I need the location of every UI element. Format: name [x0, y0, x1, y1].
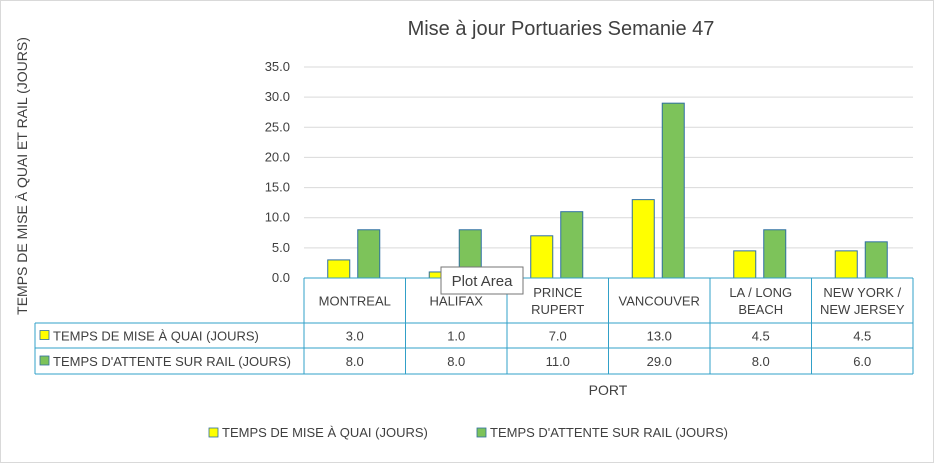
table-cell-value: 13.0 — [647, 329, 672, 344]
y-tick-label: 15.0 — [265, 180, 290, 195]
table-series-name: TEMPS D'ATTENTE SUR RAIL (JOURS) — [53, 354, 291, 369]
table-cell-value: 8.0 — [346, 354, 364, 369]
legend-key — [476, 427, 487, 438]
table-cell-value: 8.0 — [447, 354, 465, 369]
category-label: HALIFAX — [430, 294, 484, 309]
table-cell-value: 1.0 — [447, 329, 465, 344]
category-label: PRINCE — [533, 285, 582, 300]
bar-rail[interactable] — [763, 229, 787, 279]
chart-title: Mise à jour Portuaries Semanie 47 — [408, 18, 715, 40]
y-tick-label: 25.0 — [265, 119, 290, 134]
bar-rail[interactable] — [661, 102, 685, 279]
data-table: MONTREAL HALIFAX PRINCE RUPERT VANCOUVER LA /… — [34, 277, 914, 375]
table-cell-value: 3.0 — [346, 329, 364, 344]
tooltip-text: Plot Area — [452, 273, 514, 290]
y-tick-label: 35.0 — [265, 59, 290, 74]
y-tick-label: 5.0 — [272, 240, 290, 255]
bar-quai[interactable] — [530, 235, 554, 279]
bar-rail[interactable] — [864, 241, 888, 279]
category-label: NEW YORK / — [823, 285, 901, 300]
table-legend-key — [39, 330, 50, 340]
legend-key — [208, 427, 219, 438]
table-cell-value: 6.0 — [853, 354, 871, 369]
legend[interactable]: TEMPS DE MISE À QUAI (JOURS) TEMPS D'ATTE… — [208, 425, 728, 440]
table-legend-key — [39, 355, 50, 366]
category-label: MONTREAL — [319, 294, 391, 309]
y-tick-label: 20.0 — [265, 149, 290, 164]
table-cell-value: 7.0 — [549, 329, 567, 344]
category-label: VANCOUVER — [619, 294, 700, 309]
y-axis-tick-labels: 0.0 5.0 10.0 15.0 20.0 25.0 30.0 35.0 — [265, 59, 290, 285]
table-cell-value: 8.0 — [752, 354, 770, 369]
bars[interactable] — [327, 102, 888, 279]
category-label: LA / LONG — [729, 285, 792, 300]
category-label: NEW JERSEY — [820, 302, 905, 317]
bar-quai[interactable] — [631, 199, 655, 279]
category-label: BEACH — [738, 302, 783, 317]
legend-entry[interactable]: TEMPS D'ATTENTE SUR RAIL (JOURS) — [490, 425, 728, 440]
bar-rail[interactable] — [560, 211, 584, 279]
table-cell-value: 4.5 — [752, 329, 770, 344]
category-label: RUPERT — [531, 302, 584, 317]
y-axis-title: TEMPS DE MISE À QUAI ET RAIL (JOURS) — [14, 37, 30, 315]
y-tick-label: 0.0 — [272, 270, 290, 285]
table-cell-value: 29.0 — [647, 354, 672, 369]
y-tick-label: 10.0 — [265, 210, 290, 225]
y-tick-label: 30.0 — [265, 89, 290, 104]
bar-rail[interactable] — [357, 229, 381, 279]
bar-quai[interactable] — [733, 250, 757, 279]
x-axis-title: PORT — [589, 382, 628, 398]
plot-area-tooltip: Plot Area — [440, 266, 524, 295]
bar-quai[interactable] — [327, 259, 351, 279]
legend-entry[interactable]: TEMPS DE MISE À QUAI (JOURS) — [222, 425, 428, 440]
table-series-name: TEMPS DE MISE À QUAI (JOURS) — [53, 329, 259, 344]
bar-quai[interactable] — [834, 250, 858, 279]
tooltip-box — [440, 266, 524, 295]
table-cell-value: 4.5 — [853, 329, 871, 344]
table-cell-value: 11.0 — [546, 354, 570, 369]
